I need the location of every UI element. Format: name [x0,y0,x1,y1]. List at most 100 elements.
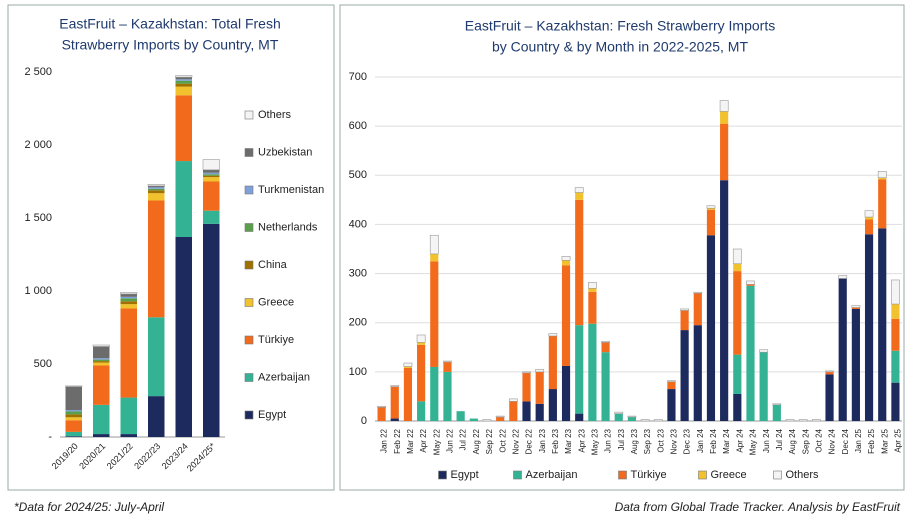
bar-segment [535,369,545,373]
bar-segment [203,181,220,211]
bar-segment [601,342,610,353]
legend-swatch [698,470,707,480]
bar-segment [561,365,571,421]
bar-segment [878,228,887,421]
bar-segment [759,349,769,353]
x-tick-label: Jan 24 [696,428,705,453]
footnote: *Data for 2024/25: July-April [14,500,164,514]
x-tick-label: Nov 23 [670,428,679,454]
x-tick-label: May 23 [590,428,599,455]
bar-segment [403,366,413,368]
bar-segment [891,350,900,383]
bar-segment [588,291,597,324]
x-tick-label: Sep 24 [801,428,810,454]
x-tick-label: Nov 24 [828,428,837,454]
bar-segment [65,385,83,387]
bar-segment [120,296,137,299]
bar-segment [878,179,887,229]
legend-label: Others [786,469,820,481]
bar-segment [588,282,597,289]
x-tick-label: Mar 23 [564,428,573,453]
y-tick-label: 2 500 [24,66,52,78]
bar-segment [203,210,220,224]
x-tick-label: Feb 22 [393,428,402,453]
legend-swatch [244,335,254,345]
x-tick-label: 2021/22 [105,441,135,471]
x-tick-label: Jul 24 [775,428,784,450]
x-tick-label: Sep 23 [643,428,652,454]
bar-segment [417,342,426,345]
bar-segment [548,333,558,337]
bar-segment [120,397,137,435]
bar-segment [851,308,860,421]
bar-segment [496,417,505,421]
bar-segment [175,86,192,96]
bar-segment [627,415,637,418]
bar-segment [148,190,165,194]
legend-swatch [244,260,254,270]
legend-label: Türkiye [631,469,667,481]
bar-segment [772,403,782,406]
bar-segment [148,188,165,191]
bar-segment [614,413,623,421]
bar-segment [575,199,584,326]
bar-segment [443,362,452,372]
bar-segment [878,177,887,180]
bar-segment [65,420,82,432]
bar-segment [746,280,755,285]
y-tick-label: 500 [34,358,52,370]
bar-segment [65,414,82,418]
bar-segment [202,159,220,171]
x-tick-label: Oct 23 [656,428,665,452]
bar-segment [93,404,110,435]
bar-segment [838,278,847,421]
x-tick-label: Mar 22 [406,428,415,453]
bar-segment [706,208,716,210]
bar-segment [148,396,165,437]
bar-segment [891,382,900,421]
chart-title: EastFruit – Kazakhstan: Total Fresh [59,16,281,32]
bar-segment [535,403,544,421]
legend-swatch [244,185,254,195]
legend-label: Türkiye [258,334,294,346]
bar-segment [175,161,192,237]
x-tick-label: Mar 25 [880,428,889,453]
bar-segment [65,431,82,437]
chart-title: EastFruit – Kazakhstan: Fresh Strawberry… [465,18,775,34]
y-tick-label: 500 [349,169,367,181]
bar-segment [588,288,597,292]
bar-segment [864,217,874,220]
bar-segment [93,362,110,366]
x-tick-label: Aug 22 [472,428,481,454]
bar-segment [548,389,557,421]
bar-segment [509,401,518,421]
bar-segment [175,83,192,87]
bar-segment [93,434,110,437]
bar-segment [508,398,518,402]
bar-segment [680,308,689,311]
bar-segment [443,371,452,421]
bar-segment [825,371,834,375]
legend-label: Others [258,109,292,121]
bar-segment [65,417,82,421]
legend-label: Greece [711,469,747,481]
bar-segment [65,386,82,410]
bar-segment [838,275,848,279]
x-tick-label: Dec 23 [683,428,692,454]
bar-segment [93,365,110,405]
legend-swatch [244,373,254,382]
bar-segment [864,219,874,235]
bar-segment [667,380,676,382]
bar-segment [120,308,137,398]
bar-segment [706,235,716,421]
bar-segment [825,370,834,373]
legend-swatch [773,470,782,480]
bar-segment [93,346,110,359]
bar-segment [825,374,834,421]
bar-segment [851,305,861,308]
y-tick-label: - [48,431,52,443]
legend-label: Turkmenistan [258,184,324,196]
legend-swatch [244,223,254,232]
bar-segment [601,352,610,421]
bar-segment [430,366,439,421]
